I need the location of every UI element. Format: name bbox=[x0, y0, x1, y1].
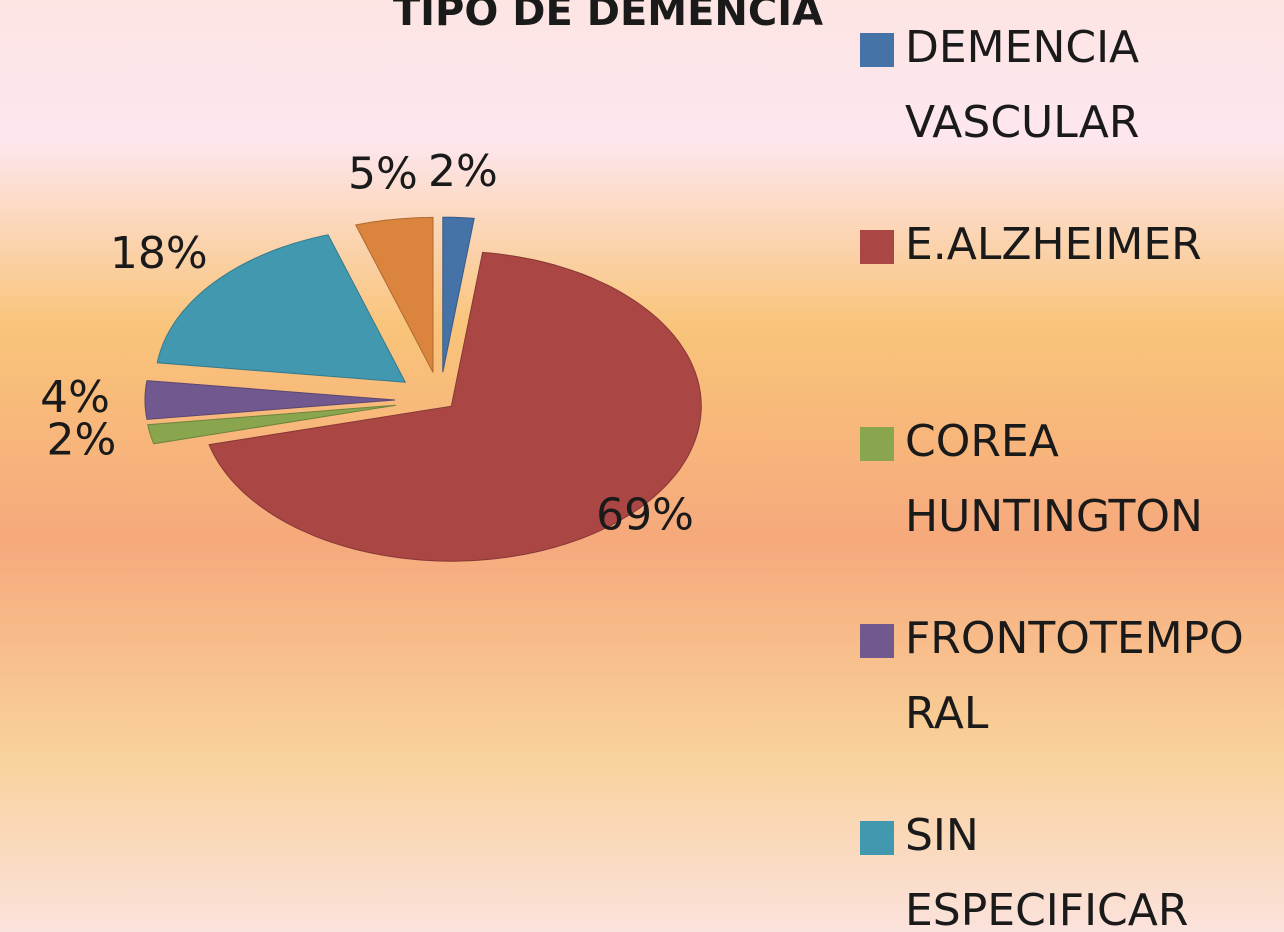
legend-swatch bbox=[860, 624, 894, 658]
legend-label: DEMENCIA VASCULAR bbox=[905, 22, 1139, 148]
slice bbox=[144, 380, 396, 420]
data-label: 18% bbox=[110, 228, 208, 279]
legend-label: COREA HUNTINGTON bbox=[905, 416, 1203, 542]
slice bbox=[156, 234, 407, 383]
data-label: 2% bbox=[428, 146, 498, 197]
legend-label: E.ALZHEIMER bbox=[905, 219, 1202, 270]
data-label: 5% bbox=[348, 148, 418, 199]
legend-swatch bbox=[860, 33, 894, 67]
slice bbox=[208, 251, 702, 562]
legend-swatch bbox=[860, 230, 894, 264]
data-label: 69% bbox=[596, 489, 694, 540]
legend-label: FRONTOTEMPO RAL bbox=[905, 613, 1244, 739]
legend-swatch bbox=[860, 821, 894, 855]
slice bbox=[442, 216, 475, 373]
data-label: 4% bbox=[40, 372, 110, 423]
legend-label: SIN ESPECIFICAR bbox=[905, 810, 1188, 932]
slice bbox=[354, 216, 434, 373]
chart-title: TIPO DE DEMENCIA bbox=[393, 0, 823, 35]
legend-swatch bbox=[860, 427, 894, 461]
slice bbox=[147, 404, 396, 445]
data-label: 2% bbox=[47, 414, 117, 465]
